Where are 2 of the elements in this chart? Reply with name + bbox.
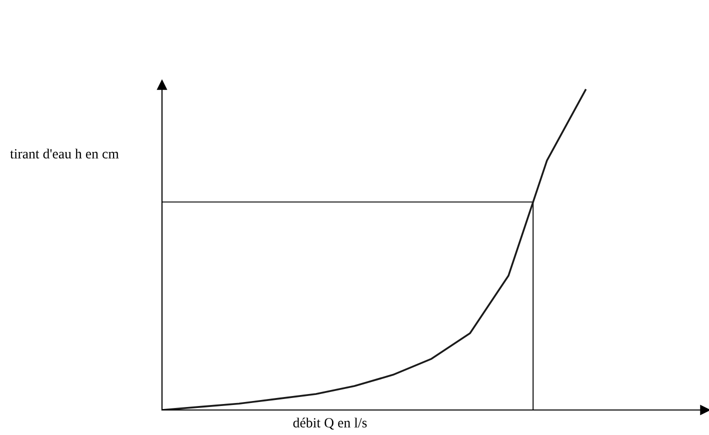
y-axis-title: tirant d'eau h en cm — [10, 148, 119, 158]
x-axis-title: débit Q en l/s — [293, 418, 367, 430]
